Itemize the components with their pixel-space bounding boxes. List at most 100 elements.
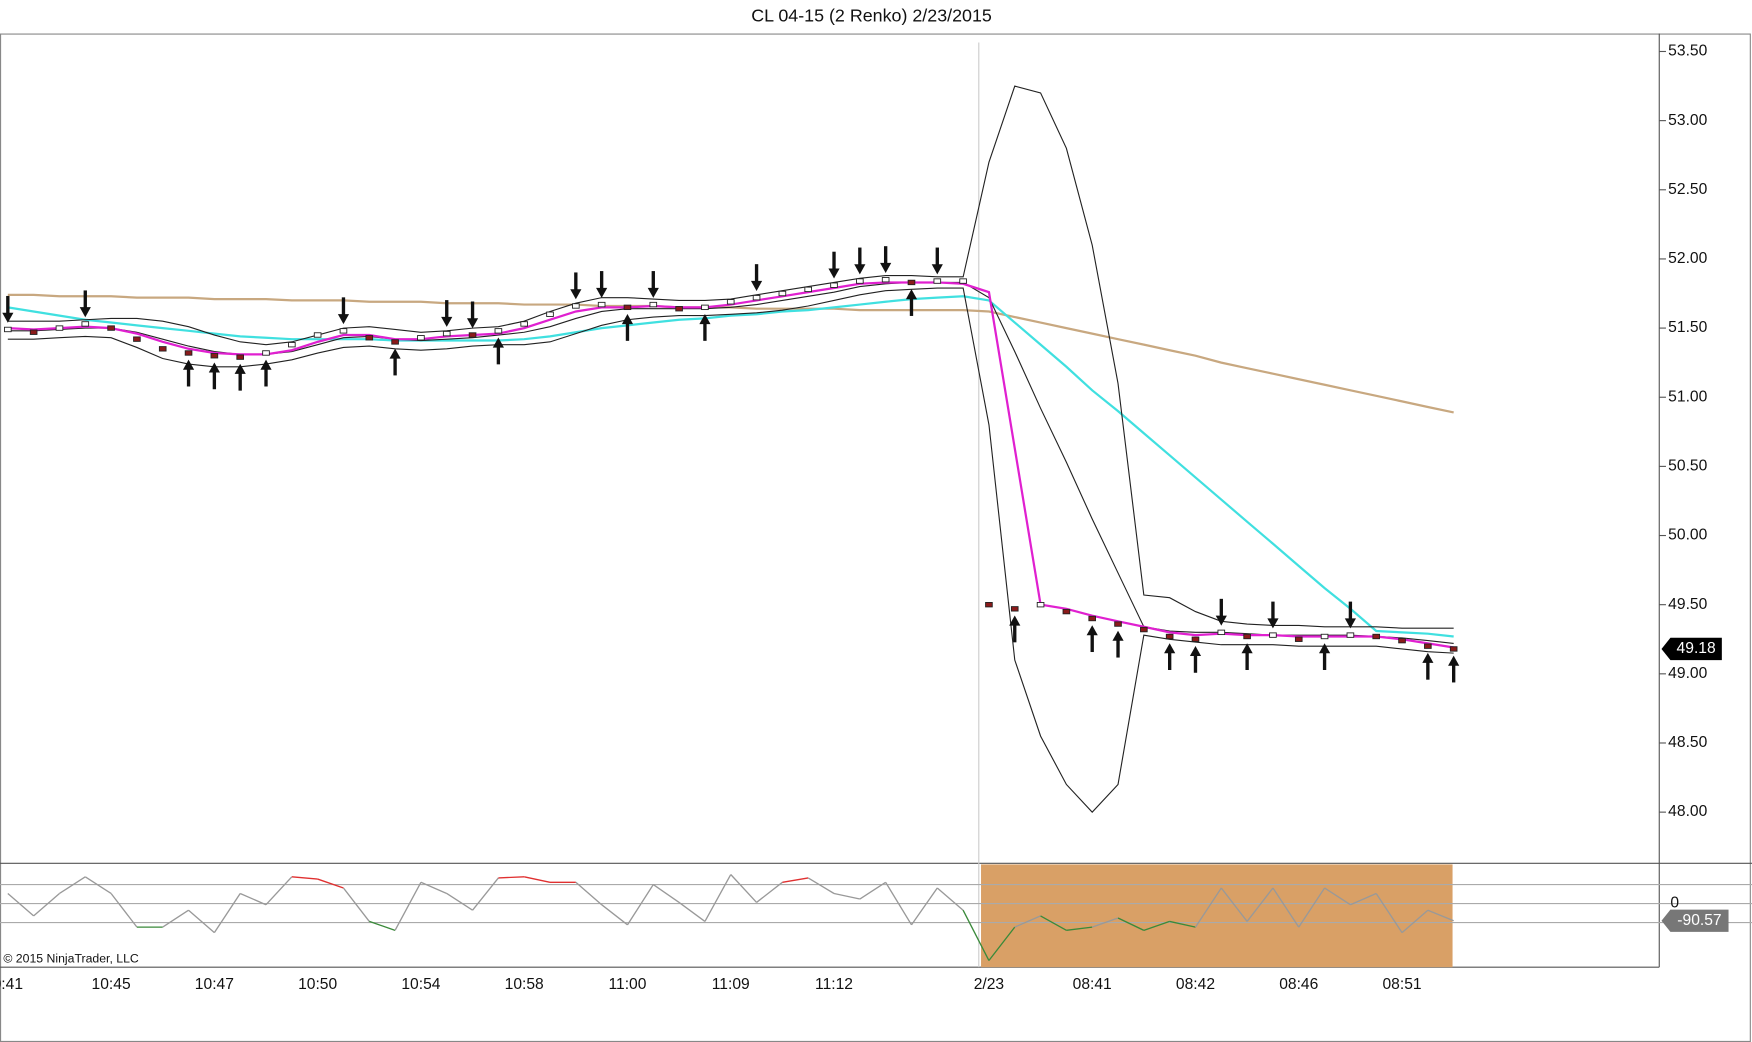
renko-brick: [623, 304, 632, 311]
y-tick-label: 50.00: [1668, 527, 1707, 544]
renko-brick: [985, 602, 993, 608]
renko-brick: [1165, 633, 1174, 640]
renko-brick: [1088, 615, 1097, 622]
renko-brick: [701, 304, 709, 311]
signal-arrow: [828, 251, 840, 279]
signal-arrow: [1267, 601, 1279, 629]
renko-brick: [546, 311, 554, 317]
x-tick-label: 11:09: [712, 976, 750, 993]
signal-arrow: [234, 363, 246, 391]
renko-brick: [4, 326, 12, 333]
arrow-head: [596, 287, 608, 298]
arrow-head: [1189, 645, 1202, 657]
oscillator-segment: [472, 877, 499, 911]
renko-brick: [1191, 636, 1200, 642]
oscillator-segment: [1143, 920, 1170, 931]
renko-brick: [1217, 629, 1226, 636]
renko-brick: [339, 328, 348, 334]
oscillator-segment: [524, 876, 551, 883]
renko-brick: [675, 306, 683, 312]
signal-arrow: [750, 264, 763, 291]
y-tick-label: 49.00: [1668, 665, 1707, 682]
x-tick-label: 0:41: [0, 976, 23, 993]
oscillator-segment: [962, 909, 990, 961]
oscillator-segment: [678, 901, 706, 922]
y-tick-label: 53.00: [1668, 112, 1707, 129]
oscillator-segment: [1272, 887, 1300, 928]
oscillator-segment: [1014, 915, 1041, 928]
arrow-head: [260, 359, 272, 370]
oscillator-segment: [1324, 887, 1351, 906]
signal-arrow: [1215, 598, 1227, 626]
oscillator-segment: [446, 892, 473, 911]
renko-brick: [1010, 606, 1019, 612]
signal-arrow: [1344, 601, 1356, 629]
chart-title: CL 04-15 (2 Renko) 2/23/2015: [751, 5, 992, 25]
signal-arrow: [389, 348, 401, 376]
signal-arrow: [260, 359, 272, 387]
arrow-head: [905, 289, 918, 300]
renko-brick: [649, 301, 658, 308]
arrow-head: [750, 280, 763, 291]
x-tick-label: 10:54: [401, 976, 440, 993]
renko-brick: [1114, 621, 1122, 627]
oscillator-segment: [394, 881, 422, 931]
frame: [0, 33, 1751, 1042]
session-highlight: [981, 864, 1453, 968]
arrow-head: [854, 264, 866, 275]
signal-arrow: [1009, 615, 1021, 643]
renko-brick: [210, 353, 219, 359]
oscillator-segment: [420, 881, 448, 895]
arrow-head: [208, 362, 220, 373]
arrow-head: [234, 363, 246, 374]
renko-brick: [1449, 646, 1458, 652]
renko-brick: [856, 278, 864, 284]
renko-brick: [804, 286, 812, 293]
y-tick-label: 48.00: [1668, 803, 1707, 820]
oscillator-segment: [1298, 887, 1326, 928]
oscillator-segment: [1220, 887, 1248, 922]
signal-arrow: [182, 359, 195, 387]
x-tick-label: 08:46: [1279, 976, 1318, 993]
renko-brick: [236, 354, 244, 360]
arrow-head: [647, 287, 659, 298]
arrow-head: [1241, 643, 1253, 654]
signal-arrow: [1189, 645, 1202, 673]
x-tick-label: 10:50: [298, 976, 337, 993]
oscillator-segment: [7, 892, 35, 917]
signal-arrow: [1422, 652, 1434, 680]
renko-brick: [313, 332, 322, 338]
x-tick-label: 10:58: [505, 976, 544, 993]
oscillator-segment: [652, 884, 680, 903]
signal-arrow: [931, 247, 943, 275]
oscillator-segment: [1194, 887, 1222, 928]
x-tick-label: 10:47: [195, 976, 234, 993]
arrow-head: [1318, 643, 1331, 654]
arrow-head: [389, 348, 401, 359]
arrow-head: [2, 312, 14, 323]
arrow-head: [492, 337, 504, 348]
oscillator-segment: [265, 876, 293, 906]
renko-brick: [81, 321, 90, 327]
renko-brick: [417, 335, 425, 341]
arrow-head: [1164, 643, 1176, 654]
oscillator-segment: [342, 887, 370, 922]
oscillator-segment: [110, 893, 138, 928]
arrow-head: [931, 264, 943, 275]
signal-arrow: [880, 246, 892, 273]
signal-arrow: [1112, 630, 1124, 658]
signal-arrow: [699, 314, 711, 341]
oscillator-segment: [239, 892, 267, 906]
indicator-line: [7, 85, 1454, 629]
y-tick-label: 48.50: [1668, 734, 1707, 751]
x-tick-label: 10:45: [92, 976, 131, 993]
arrow-head: [466, 318, 479, 329]
renko-brick: [520, 321, 528, 327]
oscillator-segment: [188, 909, 215, 934]
signal-arrow: [1318, 643, 1331, 670]
renko-brick: [107, 325, 115, 331]
renko-brick: [830, 282, 838, 288]
oscillator-segment: [162, 909, 189, 928]
renko-brick: [468, 332, 477, 338]
signal-arrow: [1241, 643, 1253, 670]
